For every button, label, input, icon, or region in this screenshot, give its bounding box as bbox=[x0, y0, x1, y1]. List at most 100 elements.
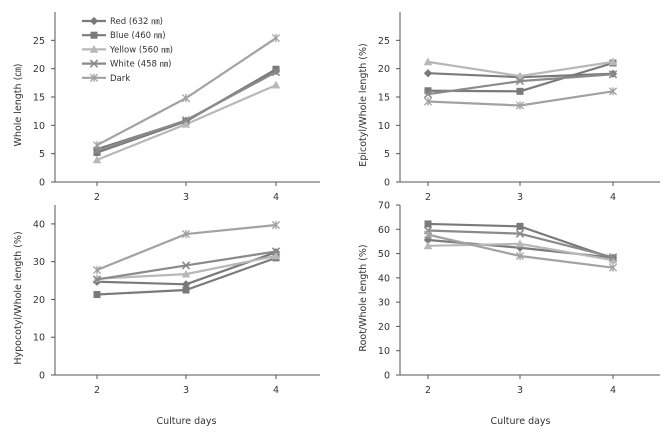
legend-item: Red (632 ㎚) bbox=[82, 16, 163, 27]
data-point bbox=[423, 241, 433, 250]
series-x bbox=[92, 67, 281, 155]
x-axis-label: Culture days bbox=[490, 416, 550, 427]
panel-top-right: 0 5 10 15 20 25 2 3 4 Epicotyl/Whole length (%) bbox=[358, 12, 660, 203]
legend-label: Yellow (560 ㎚) bbox=[109, 45, 173, 55]
y-tick-label: 30 bbox=[33, 257, 45, 268]
data-point bbox=[608, 87, 618, 96]
data-point bbox=[271, 247, 281, 256]
legend-label: White (458 ㎚) bbox=[110, 60, 171, 70]
data-point bbox=[271, 33, 281, 43]
series-star bbox=[423, 230, 618, 272]
y-tick-label: 40 bbox=[378, 273, 390, 284]
legend-label: Blue (460 ㎚) bbox=[110, 31, 166, 41]
y-axis-label: Root/Whole length (%) bbox=[358, 244, 369, 351]
data-point bbox=[424, 220, 432, 228]
series-star bbox=[92, 33, 281, 150]
data-point bbox=[515, 239, 525, 248]
y-tick-label: 25 bbox=[378, 36, 390, 47]
x-tick-label: 4 bbox=[273, 192, 279, 203]
legend-item: Yellow (560 ㎚) bbox=[82, 44, 173, 55]
legend-marker bbox=[89, 73, 99, 82]
data-point bbox=[182, 286, 190, 294]
x-tick-label: 4 bbox=[273, 385, 279, 396]
x-tick-label: 3 bbox=[183, 192, 189, 203]
data-point bbox=[92, 265, 102, 275]
legend-marker bbox=[90, 31, 98, 39]
data-point bbox=[516, 222, 524, 230]
data-point bbox=[181, 94, 191, 103]
data-point bbox=[423, 90, 433, 99]
y-tick-label: 30 bbox=[378, 298, 390, 309]
data-point bbox=[608, 263, 618, 272]
y-tick-label: 15 bbox=[33, 93, 45, 104]
data-point bbox=[93, 291, 101, 299]
y-tick-label: 10 bbox=[378, 346, 390, 357]
x-axis-label: Culture days bbox=[156, 416, 216, 427]
data-point bbox=[515, 71, 525, 80]
data-point bbox=[423, 230, 433, 239]
series-x bbox=[423, 70, 618, 99]
y-axis-label: Hypocotyl/Whole length (%) bbox=[13, 231, 24, 364]
panel-bottom-right: 0 10 20 30 40 50 60 70 2 3 4 Root/Whole length (%) C… bbox=[358, 201, 660, 427]
legend-item: Blue (460 ㎚) bbox=[82, 31, 166, 41]
data-point bbox=[181, 261, 191, 270]
y-tick-label: 20 bbox=[33, 64, 45, 75]
y-tick-label: 10 bbox=[33, 333, 45, 344]
legend-item: White (458 ㎚) bbox=[82, 59, 171, 70]
y-tick-label: 50 bbox=[378, 249, 390, 260]
data-point bbox=[608, 57, 618, 66]
data-point bbox=[271, 67, 281, 77]
y-tick-label: 15 bbox=[378, 93, 390, 104]
data-point bbox=[608, 253, 618, 262]
data-point bbox=[271, 80, 281, 89]
data-point bbox=[181, 119, 191, 128]
series-x bbox=[92, 247, 281, 284]
legend-marker bbox=[89, 16, 99, 26]
data-point bbox=[515, 251, 525, 261]
y-tick-label: 10 bbox=[33, 121, 45, 132]
y-axis-label: Epicotyl/Whole length (%) bbox=[358, 43, 369, 166]
x-tick-label: 4 bbox=[610, 385, 616, 396]
y-tick-label: 10 bbox=[378, 121, 390, 132]
series-star bbox=[92, 220, 281, 275]
x-tick-label: 2 bbox=[425, 385, 431, 396]
x-tick-label: 2 bbox=[94, 192, 100, 203]
panel-bottom-left: 0 10 20 30 40 2 3 4 Hypocotyl/Whole length (%) Cu… bbox=[13, 205, 320, 427]
data-point bbox=[515, 76, 525, 86]
data-point bbox=[181, 269, 191, 278]
data-point bbox=[608, 70, 618, 79]
data-point bbox=[423, 69, 433, 78]
legend-marker bbox=[89, 44, 99, 53]
x-tick-label: 3 bbox=[517, 192, 523, 203]
y-tick-label: 20 bbox=[33, 295, 45, 306]
series-triangle bbox=[92, 80, 281, 164]
data-point bbox=[271, 220, 281, 230]
y-tick-label: 0 bbox=[39, 371, 45, 382]
y-tick-label: 5 bbox=[39, 149, 45, 160]
x-tick-label: 2 bbox=[425, 192, 431, 203]
y-tick-label: 60 bbox=[378, 225, 390, 236]
y-tick-label: 0 bbox=[384, 371, 390, 382]
legend-marker bbox=[89, 59, 99, 68]
y-tick-label: 20 bbox=[378, 64, 390, 75]
data-point bbox=[423, 97, 433, 106]
y-tick-label: 5 bbox=[384, 149, 390, 160]
data-point bbox=[515, 101, 525, 110]
data-point bbox=[423, 57, 433, 66]
data-point bbox=[516, 87, 524, 95]
x-tick-label: 3 bbox=[183, 385, 189, 396]
data-point bbox=[271, 251, 281, 260]
y-tick-label: 0 bbox=[384, 178, 390, 189]
data-point bbox=[181, 229, 191, 239]
y-tick-label: 20 bbox=[378, 322, 390, 333]
legend-item: Dark bbox=[82, 73, 130, 84]
series-triangle bbox=[423, 57, 618, 80]
data-point bbox=[515, 229, 525, 238]
y-tick-label: 0 bbox=[39, 178, 45, 189]
data-point bbox=[181, 116, 191, 125]
y-axis-label: Whole length (㎝) bbox=[13, 64, 24, 147]
x-tick-label: 2 bbox=[94, 385, 100, 396]
series-x bbox=[423, 226, 618, 262]
data-point bbox=[92, 155, 102, 164]
